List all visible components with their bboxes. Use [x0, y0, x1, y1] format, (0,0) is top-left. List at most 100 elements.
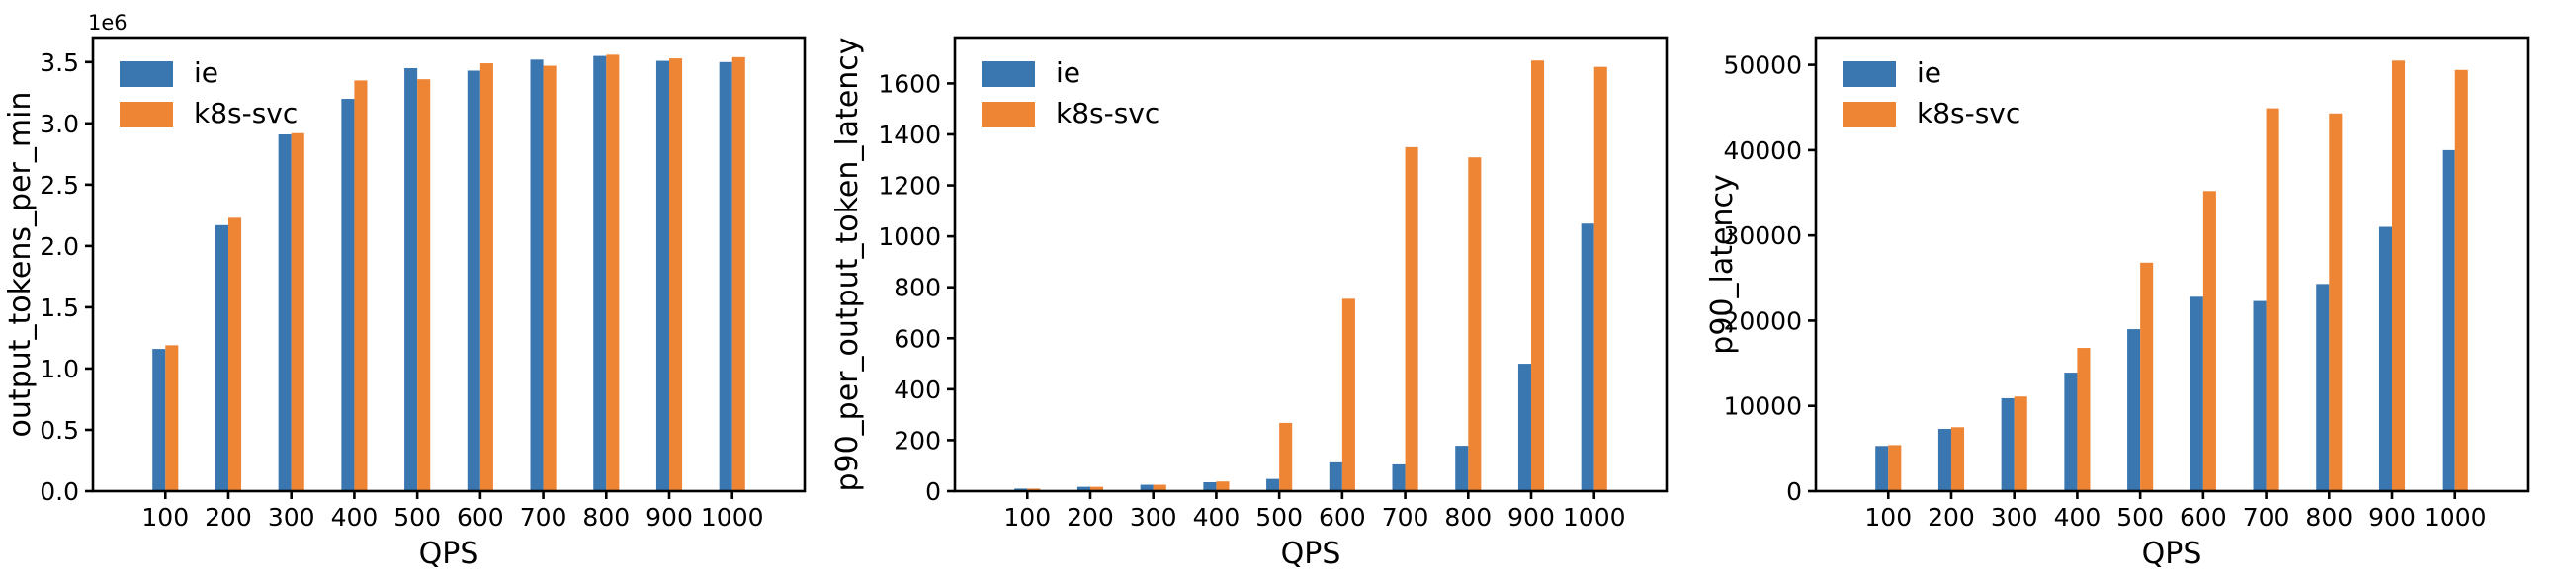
- x-axis-label: QPS: [419, 537, 479, 571]
- x-tick-label: 700: [520, 503, 567, 532]
- x-tick-label: 1000: [701, 503, 764, 532]
- y-tick-label: 0: [1786, 477, 1802, 506]
- bar-k8s-svc-900: [1531, 60, 1545, 492]
- x-tick-label: 900: [1507, 503, 1555, 532]
- bar-k8s-svc-600: [2202, 191, 2216, 491]
- x-tick-label: 800: [1444, 503, 1492, 532]
- bar-ie-400: [1203, 481, 1217, 491]
- y-tick-label: 20000: [1723, 306, 1802, 335]
- bar-ie-1000: [719, 61, 732, 491]
- x-tick-label: 900: [645, 503, 693, 532]
- y-tick-label: 200: [894, 426, 941, 455]
- y-tick-label: 2.0: [40, 232, 79, 261]
- bar-ie-900: [2378, 226, 2393, 491]
- legend-label-ie: ie: [194, 56, 218, 89]
- legend-swatch-ie: [982, 61, 1035, 87]
- bar-k8s-svc-800: [1468, 157, 1482, 491]
- bar-ie-1000: [1581, 223, 1594, 491]
- bar-k8s-svc-400: [2077, 348, 2091, 491]
- y-tick-label: 40000: [1723, 136, 1802, 165]
- y-tick-label: 1400: [878, 121, 941, 149]
- bar-k8s-svc-300: [2014, 396, 2027, 491]
- bar-k8s-svc-200: [227, 217, 242, 491]
- bar-ie-300: [1140, 484, 1154, 491]
- bar-k8s-svc-200: [1950, 427, 1965, 491]
- y-tick-label: 1.0: [40, 355, 79, 383]
- bars: [1014, 60, 1607, 492]
- x-tick-label: 200: [1928, 503, 1975, 532]
- y-tick-label: 2.5: [40, 171, 79, 200]
- bars: [152, 54, 745, 492]
- bar-ie-100: [1875, 446, 1889, 491]
- y-tick-label: 1600: [878, 69, 941, 98]
- y-axis-offset-label: 1e6: [88, 11, 128, 35]
- y-tick-label: 600: [894, 324, 941, 353]
- bar-k8s-svc-900: [2392, 60, 2406, 492]
- bar-ie-800: [593, 55, 607, 492]
- chart-p90_per_output_token_latency: 0 200 400 600 800 1000 1200 1400 1600 100 200 300 40…: [830, 36, 1669, 571]
- x-tick-label: 400: [1193, 503, 1241, 532]
- x-tick-label: 400: [2054, 503, 2102, 532]
- y-tick-label: 50000: [1723, 51, 1802, 80]
- bars: [1875, 60, 2468, 492]
- bar-ie-900: [655, 60, 670, 491]
- x-tick-label: 900: [2368, 503, 2416, 532]
- bar-k8s-svc-400: [354, 80, 368, 492]
- x-axis-label: QPS: [1281, 537, 1341, 571]
- bar-k8s-svc-600: [479, 63, 493, 491]
- y-tick-label: 10000: [1723, 392, 1802, 421]
- bar-ie-600: [2190, 296, 2203, 491]
- bar-ie-200: [1937, 429, 1951, 491]
- y-tick-label: 3.0: [40, 110, 79, 138]
- y-tick-label: 400: [894, 376, 941, 404]
- bar-ie-700: [530, 59, 544, 491]
- bar-k8s-svc-1000: [1593, 66, 1607, 492]
- legend-swatch-k8s-svc: [120, 102, 173, 127]
- plot-border: [953, 36, 1669, 493]
- bar-ie-200: [1076, 486, 1090, 491]
- bar-k8s-svc-300: [1153, 484, 1166, 491]
- bar-k8s-svc-500: [417, 79, 431, 491]
- x-tick-label: 300: [1991, 503, 2038, 532]
- y-tick-label: 1200: [878, 172, 941, 201]
- legend-swatch-ie: [120, 61, 173, 87]
- bar-k8s-svc-800: [606, 54, 620, 492]
- legend: ie k8s-svc: [982, 56, 1159, 129]
- y-tick-label: 0: [925, 477, 941, 506]
- bar-ie-700: [2253, 300, 2267, 491]
- bar-ie-400: [2064, 373, 2078, 491]
- x-tick-label: 800: [2305, 503, 2353, 532]
- legend-label-k8s-svc: k8s-svc: [1917, 97, 2020, 129]
- bar-ie-500: [2127, 329, 2141, 491]
- y-tick-label: 0.5: [40, 416, 79, 445]
- bar-ie-600: [467, 70, 480, 491]
- x-tick-label: 100: [1864, 503, 1912, 532]
- x-tick-label: 100: [1003, 503, 1051, 532]
- x-tick-label: 1000: [1563, 503, 1626, 532]
- bar-ie-700: [1392, 463, 1406, 491]
- bar-k8s-svc-100: [165, 345, 179, 491]
- x-tick-label: 600: [2180, 503, 2227, 532]
- bar-ie-1000: [2442, 149, 2455, 492]
- x-tick-label: 1000: [2424, 503, 2487, 532]
- legend-label-k8s-svc: k8s-svc: [194, 97, 298, 129]
- bar-k8s-svc-200: [1089, 486, 1104, 491]
- y-tick-label: 1000: [878, 222, 941, 251]
- bar-k8s-svc-500: [2140, 262, 2154, 491]
- legend-label-ie: ie: [1056, 56, 1080, 89]
- legend-label-k8s-svc: k8s-svc: [1056, 97, 1159, 129]
- x-tick-label: 300: [268, 503, 315, 532]
- bar-ie-800: [2316, 284, 2330, 491]
- bar-k8s-svc-100: [1888, 445, 1902, 491]
- y-axis-label: p90_latency: [1705, 174, 1740, 354]
- legend-swatch-k8s-svc: [982, 102, 1035, 127]
- bar-k8s-svc-1000: [731, 56, 745, 492]
- bar-ie-300: [2001, 397, 2015, 491]
- bar-k8s-svc-900: [669, 58, 683, 492]
- legend-swatch-k8s-svc: [1843, 102, 1896, 127]
- bar-ie-500: [404, 68, 418, 491]
- x-tick-label: 500: [393, 503, 441, 532]
- bar-ie-900: [1517, 364, 1532, 491]
- y-axis-label: output_tokens_per_min: [3, 92, 38, 438]
